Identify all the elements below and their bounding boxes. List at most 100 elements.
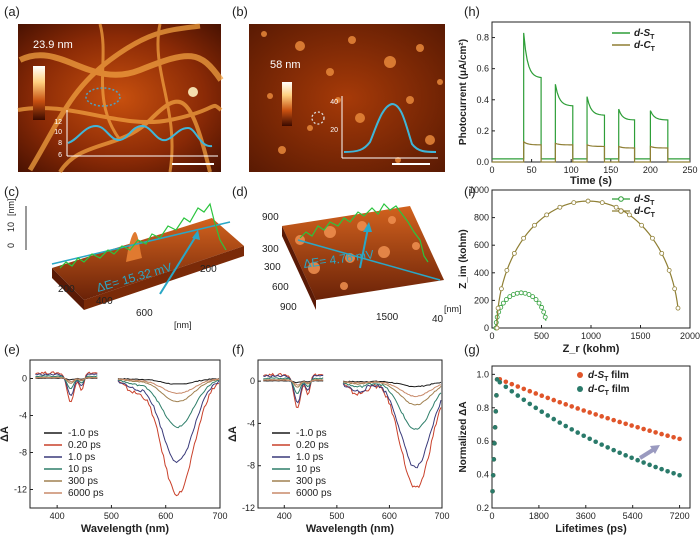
y-tick-label: -4 [247,418,255,428]
y-axis-label: ΔA [227,426,239,442]
panel-b-particles [261,31,443,163]
panel-a-height-label: 23.9 nm [33,39,73,51]
legend-label: 6000 ps [68,488,104,499]
panel-c-arrow [159,235,197,295]
panel-d-profile-line [297,239,441,281]
panel-c-kpfm-trace [59,202,227,269]
data-point [551,397,557,403]
legend-label: 0.20 ps [296,440,329,451]
panel-f-label: (f) [232,342,244,357]
y-tick-label: 600 [474,240,489,250]
y-tick-label: 0.6 [476,436,489,446]
panel-a-label: (a) [4,4,20,19]
legend-marker [618,208,624,214]
data-point [518,290,524,296]
data-point [491,457,497,462]
data-point [599,442,604,447]
panel-c-x-tick: 400 [96,296,113,307]
data-point [571,200,577,206]
x-tick-label: 500 [104,511,119,521]
y-tick-label: 200 [474,295,489,305]
data-point [677,472,682,478]
panel-c-surface-front [84,246,244,310]
x-tick-label: 0 [489,331,494,341]
panel-h-label: (h) [464,4,480,19]
data-point [511,250,517,256]
data-point [581,433,587,439]
legend-label: 6000 ps [296,488,332,499]
panel-c: (c) ΔE= 15.32 mV 0 10 [nm] 200 400 600 2… [4,184,244,330]
x-tick-label: 400 [277,511,292,521]
panel-d-x-tick: 600 [272,282,289,293]
data-point [532,222,537,228]
panel-i-label: (i) [464,184,476,199]
fit-line [496,200,679,329]
data-point [611,447,616,453]
data-point [611,417,616,423]
panel-d-z-tick: 900 [262,212,279,223]
data-point [647,462,652,468]
panel-e-chart: (e) 400 500 600 700 0 -4 -8 -12 Wavelength (nm) Δ… [0,342,228,535]
x-tick-label: 0 [489,165,494,175]
spectrum-line-red-region [342,382,442,430]
y-tick-label: 0.8 [476,33,489,43]
data-point [515,393,521,398]
panel-c-z-tick: 0 [6,243,16,248]
data-point [635,425,640,430]
x-tick-label: 500 [329,511,344,521]
panel-a-inset-tick: 12 [54,119,62,126]
y-axis-label: Normalized ΔA [458,401,469,472]
legend-label: 10 ps [68,464,92,475]
legend-label: d-CT [634,40,656,53]
data-point [533,297,539,302]
data-point [629,455,634,461]
y-tick-label: -4 [19,411,27,421]
data-point [503,384,509,390]
legend-label: 1.0 ps [296,452,323,463]
legend-label: d-ST film [588,370,629,383]
panel-b-inset-profile: 40 20 [330,96,438,165]
data-point [653,464,658,470]
data-point [569,404,575,409]
y-tick-label: 0.8 [476,403,489,413]
data-point [641,460,646,465]
plot-frame [491,365,691,509]
data-point [617,450,622,456]
panel-a: (a) 23.9 nm 12 10 8 6 [4,4,224,174]
panel-a-color-scale [33,66,45,120]
data-point [665,433,670,438]
spectrum-line-red-region [342,383,442,489]
x-tick-label: 50 [527,165,537,175]
plot-frame [257,359,443,509]
data-point [497,379,503,385]
x-tick-label: 0 [489,511,494,521]
data-point [599,414,604,419]
series-line-dCT [492,140,690,163]
spectrum-line-blue-region [35,377,98,383]
data-point [545,395,551,401]
data-point [635,457,640,463]
data-point [569,427,575,432]
panel-i-chart: (i) 0 500 1000 1500 2000 0 200 400 600 800 1000 Z_r… [458,184,700,355]
x-axis-label: Lifetimes (ps) [555,523,627,535]
spectrum-line-red-region [117,378,219,394]
panel-g-label: (g) [464,342,480,357]
x-tick-label: 600 [382,511,397,521]
panel-b-marker-circle [311,111,325,125]
y-tick-label: 0.2 [476,503,489,513]
y-tick-label: 0 [484,323,489,333]
data-point [629,423,634,428]
x-tick-label: 2000 [680,331,700,341]
data-point [490,488,495,494]
panel-g-chart: (g) 0 1800 3600 5400 7200 0.2 0.4 0.6 0.8 1.0 Life… [458,342,691,535]
plot-frame [491,21,691,163]
panel-a-fibers [17,23,224,174]
panel-d-particles [295,216,420,290]
data-point [671,434,676,440]
legend-label: 1.0 ps [68,452,95,463]
y-tick-label: 0 [22,374,27,384]
panel-e-label: (e) [4,342,20,357]
data-point [650,235,655,241]
panel-d-arrowhead [363,222,372,232]
data-point [509,381,515,387]
